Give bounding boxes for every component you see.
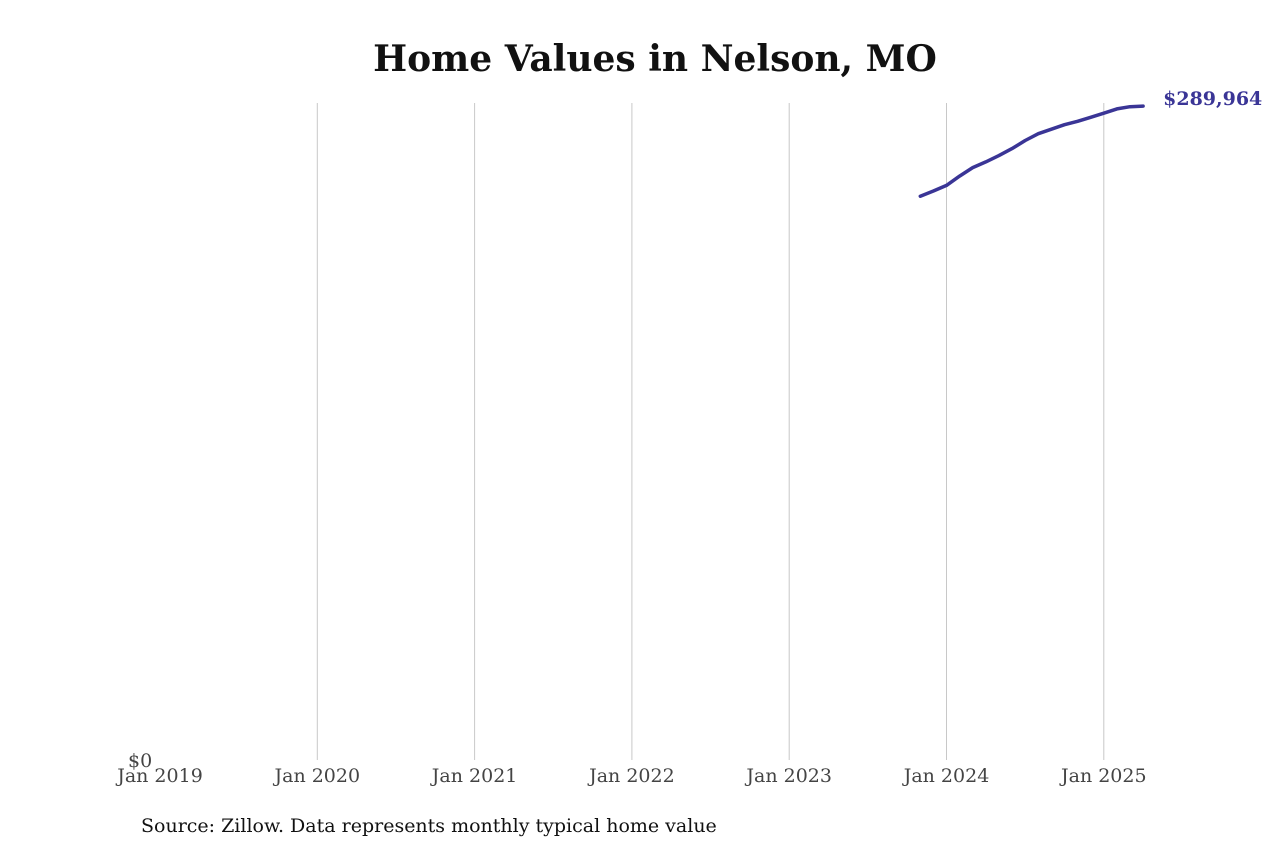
source-note: Source: Zillow. Data represents monthly …	[141, 815, 717, 837]
x-tick-label: Jan 2024	[902, 765, 990, 787]
x-tick-label: Jan 2019	[115, 765, 203, 787]
x-tick-label: Jan 2020	[273, 765, 361, 787]
end-value-label: $289,964	[1163, 88, 1262, 110]
vertical-gridlines	[316, 103, 1105, 760]
axis-tick-labels: Jan 2019 Jan 2020 Jan 2021 Jan 2022 Jan 2023…	[115, 750, 1146, 787]
x-tick-label: Jan 2021	[430, 765, 518, 787]
x-tick-label: Jan 2023	[744, 765, 832, 787]
series-line-0	[918, 104, 1145, 198]
x-tick-label: Jan 2022	[587, 765, 675, 787]
series-lines: $289,964	[918, 88, 1262, 198]
chart-title: Home Values in Nelson, MO	[373, 38, 937, 80]
y-tick-label: $0	[128, 750, 152, 772]
x-tick-label: Jan 2025	[1059, 765, 1147, 787]
